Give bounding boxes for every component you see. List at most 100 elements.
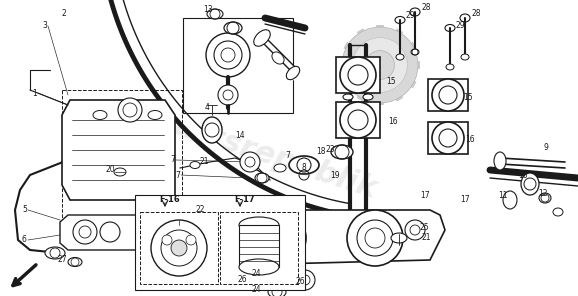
Text: 17: 17 xyxy=(460,195,469,205)
Circle shape xyxy=(151,220,207,276)
Bar xyxy=(183,18,293,113)
Polygon shape xyxy=(177,113,189,125)
Ellipse shape xyxy=(272,52,284,64)
Polygon shape xyxy=(314,196,322,209)
Circle shape xyxy=(162,235,172,245)
Ellipse shape xyxy=(202,117,222,143)
Text: 26: 26 xyxy=(238,276,247,284)
Polygon shape xyxy=(238,162,248,175)
Polygon shape xyxy=(117,15,129,24)
Bar xyxy=(428,122,468,154)
Text: 8: 8 xyxy=(302,163,307,171)
Polygon shape xyxy=(118,20,131,28)
Text: 16: 16 xyxy=(465,136,475,144)
Ellipse shape xyxy=(93,110,107,120)
Ellipse shape xyxy=(274,164,286,172)
Polygon shape xyxy=(343,203,350,215)
Circle shape xyxy=(432,122,464,154)
Polygon shape xyxy=(277,183,286,196)
Polygon shape xyxy=(158,91,171,102)
Ellipse shape xyxy=(539,193,551,203)
Bar xyxy=(428,79,468,111)
Ellipse shape xyxy=(445,25,455,31)
Text: 2: 2 xyxy=(62,9,66,17)
Polygon shape xyxy=(128,41,141,51)
Circle shape xyxy=(250,210,306,266)
Polygon shape xyxy=(150,79,162,90)
Text: 1: 1 xyxy=(32,89,37,97)
Polygon shape xyxy=(111,0,124,5)
Polygon shape xyxy=(112,1,125,9)
Polygon shape xyxy=(132,50,145,60)
Polygon shape xyxy=(268,178,277,192)
Circle shape xyxy=(73,220,97,244)
Bar xyxy=(140,212,218,284)
Text: 7: 7 xyxy=(170,155,175,165)
Text: 6: 6 xyxy=(22,236,27,244)
Circle shape xyxy=(295,270,315,290)
Circle shape xyxy=(206,33,250,77)
Polygon shape xyxy=(394,29,403,39)
Text: 26: 26 xyxy=(295,278,305,287)
Ellipse shape xyxy=(68,258,82,266)
Polygon shape xyxy=(394,91,403,101)
Ellipse shape xyxy=(114,168,126,176)
Polygon shape xyxy=(62,100,175,200)
Polygon shape xyxy=(286,186,295,199)
Polygon shape xyxy=(161,94,174,106)
Text: 9: 9 xyxy=(543,144,548,152)
Polygon shape xyxy=(198,133,210,145)
Polygon shape xyxy=(137,58,150,69)
Polygon shape xyxy=(357,29,366,39)
Ellipse shape xyxy=(461,54,469,60)
Polygon shape xyxy=(221,151,232,164)
Text: 4: 4 xyxy=(205,104,210,112)
Circle shape xyxy=(365,51,394,79)
Text: 17: 17 xyxy=(420,191,429,200)
Polygon shape xyxy=(126,37,139,46)
Ellipse shape xyxy=(286,66,299,80)
Text: 5: 5 xyxy=(22,205,27,215)
Polygon shape xyxy=(412,62,420,68)
Polygon shape xyxy=(300,192,309,205)
Polygon shape xyxy=(246,167,256,180)
Polygon shape xyxy=(250,170,261,182)
Polygon shape xyxy=(115,10,128,19)
Polygon shape xyxy=(242,165,252,178)
Ellipse shape xyxy=(331,145,353,159)
Polygon shape xyxy=(334,201,340,213)
Text: 24: 24 xyxy=(252,269,262,279)
Polygon shape xyxy=(124,33,137,42)
Polygon shape xyxy=(206,139,217,152)
Polygon shape xyxy=(142,67,155,77)
Ellipse shape xyxy=(45,247,65,259)
Text: 29: 29 xyxy=(405,12,414,20)
Text: 7: 7 xyxy=(175,170,180,179)
Polygon shape xyxy=(234,160,244,172)
Polygon shape xyxy=(60,215,148,250)
Circle shape xyxy=(171,240,187,256)
Ellipse shape xyxy=(411,49,419,55)
Circle shape xyxy=(340,102,376,138)
Polygon shape xyxy=(213,145,224,158)
Text: 7: 7 xyxy=(285,150,290,160)
Text: 14: 14 xyxy=(235,131,244,139)
Ellipse shape xyxy=(190,162,200,168)
Polygon shape xyxy=(174,109,186,121)
Polygon shape xyxy=(272,181,281,194)
Text: 25: 25 xyxy=(420,223,429,232)
Ellipse shape xyxy=(363,94,373,100)
Circle shape xyxy=(218,85,238,105)
Circle shape xyxy=(342,27,418,103)
Polygon shape xyxy=(338,202,345,215)
Bar xyxy=(62,90,182,245)
Text: 15: 15 xyxy=(463,94,473,102)
Text: 21: 21 xyxy=(200,157,209,166)
Polygon shape xyxy=(130,46,143,55)
Ellipse shape xyxy=(239,259,279,275)
Polygon shape xyxy=(120,24,133,33)
Circle shape xyxy=(100,222,120,242)
Ellipse shape xyxy=(239,217,279,233)
Ellipse shape xyxy=(410,8,420,16)
Polygon shape xyxy=(295,190,304,203)
